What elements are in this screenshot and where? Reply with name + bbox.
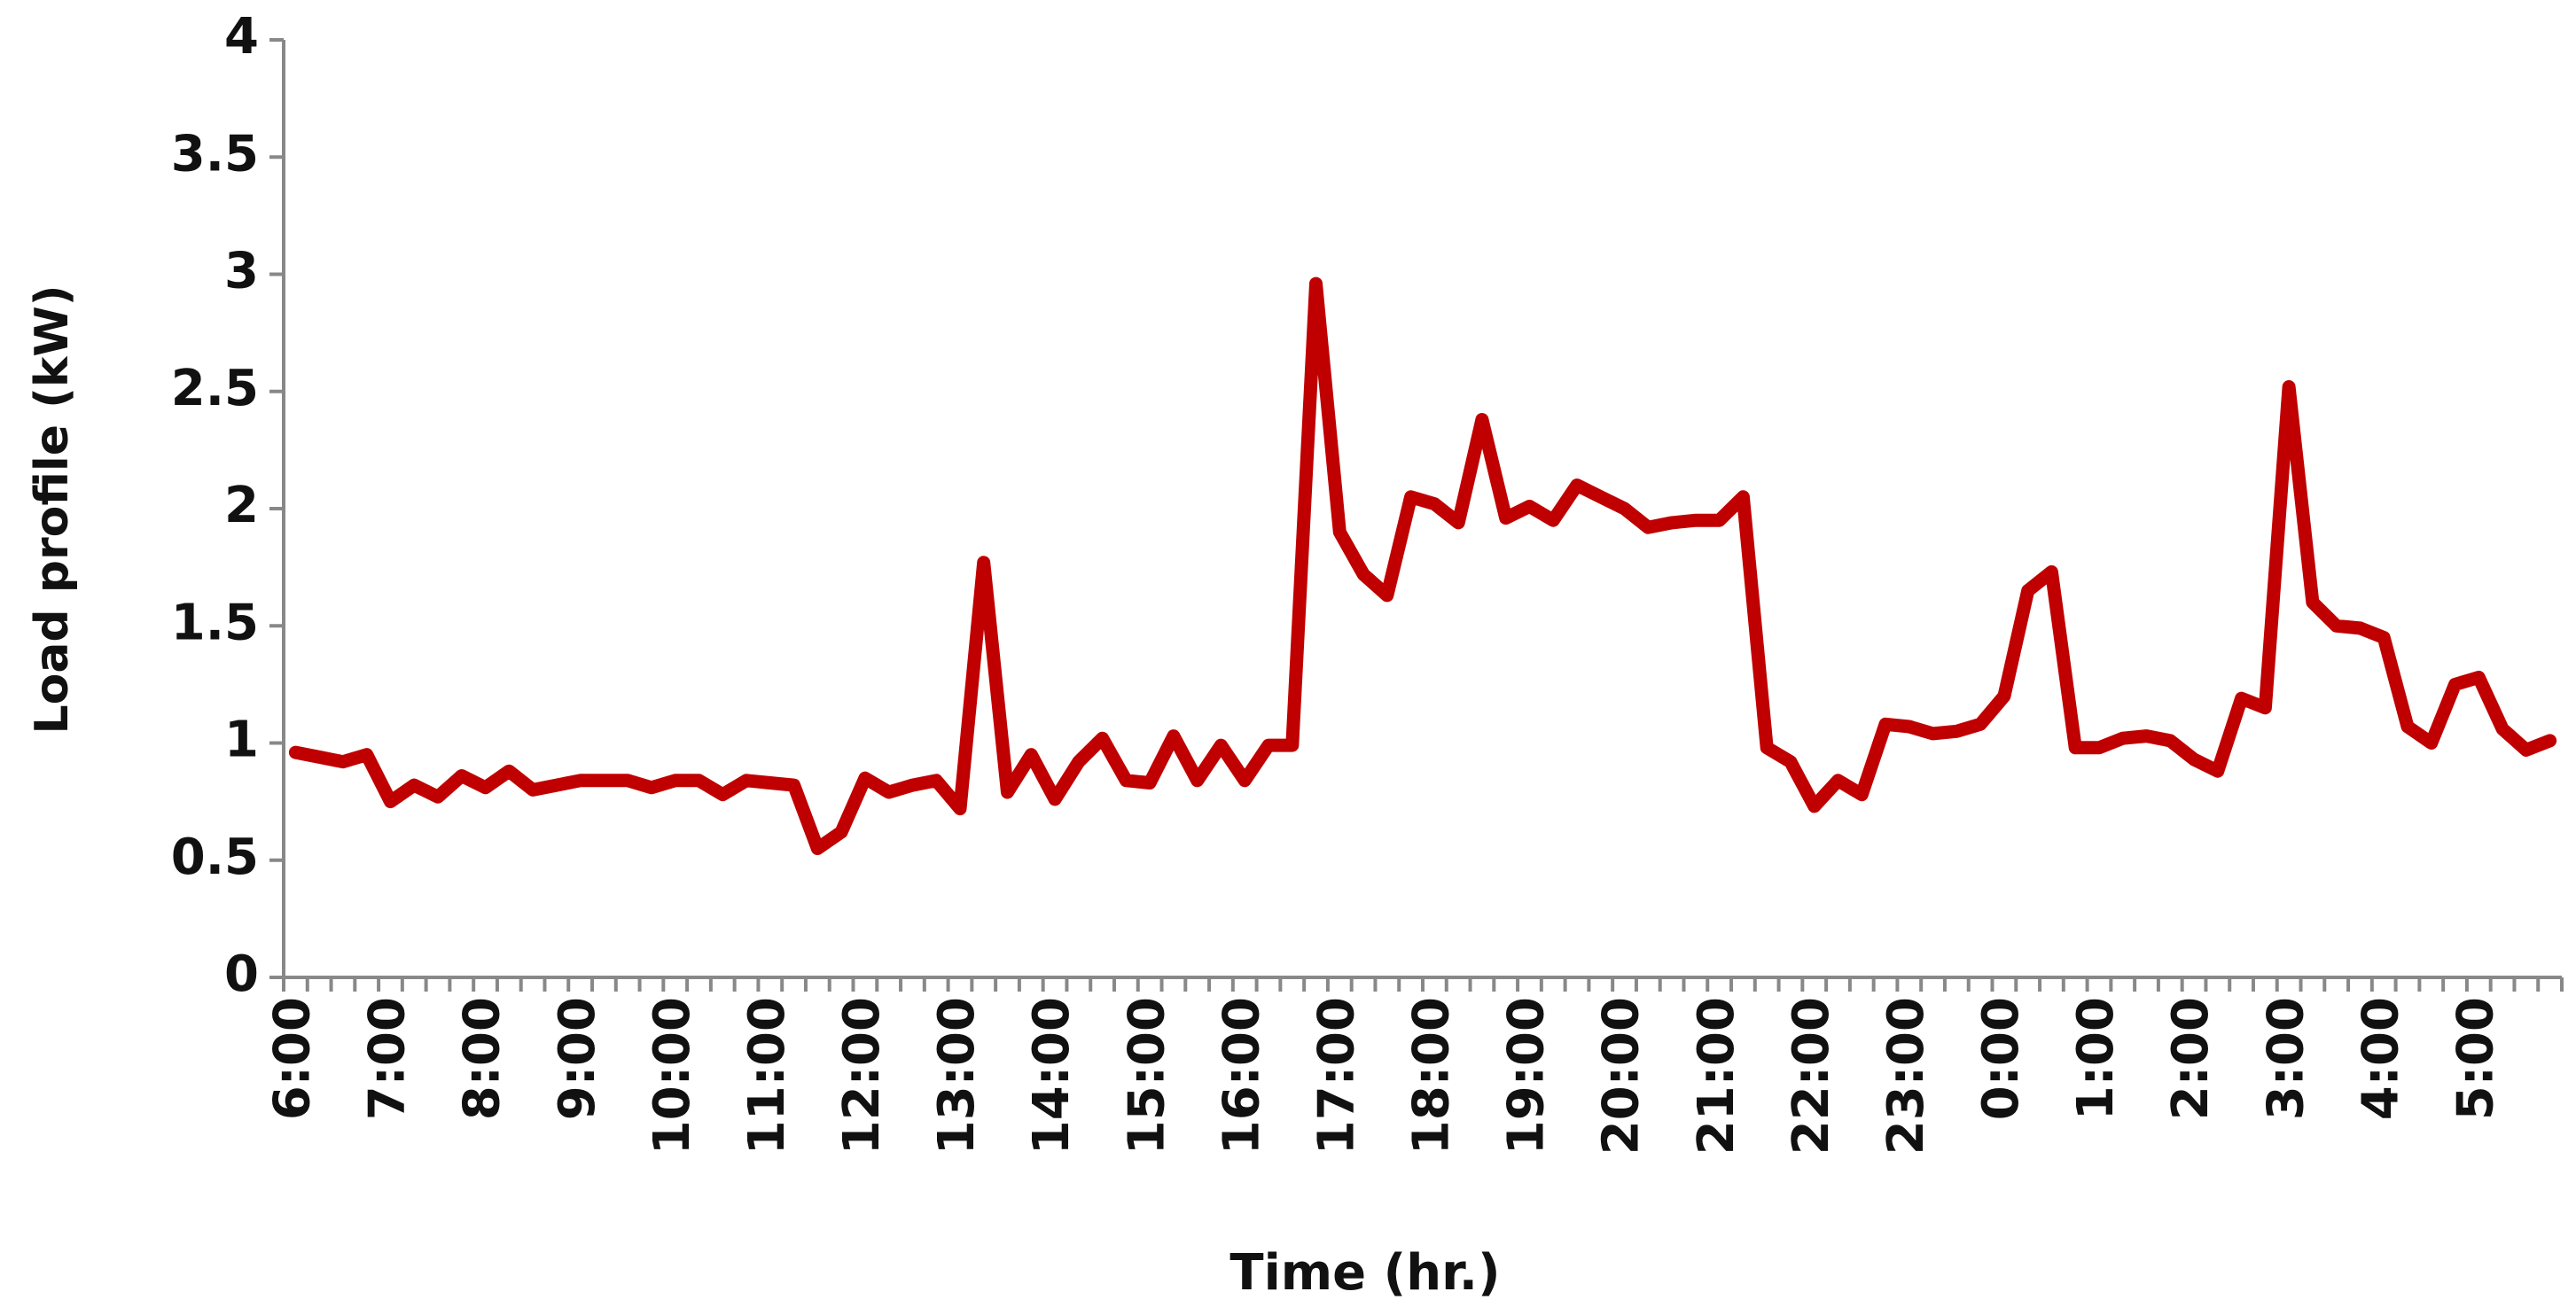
x-tick-label: 8:00 xyxy=(454,997,511,1120)
y-tick-label: 4 xyxy=(224,8,259,66)
x-tick-label: 1:00 xyxy=(2067,997,2125,1120)
y-axis-title: Load profile (kW) xyxy=(26,284,79,734)
y-tick-label: 2 xyxy=(224,477,259,534)
x-tick-label: 18:00 xyxy=(1403,997,1461,1155)
x-tick-label: 3:00 xyxy=(2257,997,2314,1120)
y-tick-label: 3.5 xyxy=(171,125,259,183)
y-tick-label: 2.5 xyxy=(171,360,259,417)
x-tick-label: 12:00 xyxy=(833,997,891,1155)
x-tick-label: 22:00 xyxy=(1783,997,1840,1155)
data-line xyxy=(288,276,2557,855)
x-tick-label: 7:00 xyxy=(359,997,417,1120)
y-tick-label: 1.5 xyxy=(171,594,259,651)
x-tick-label: 14:00 xyxy=(1023,997,1081,1155)
y-tick-label: 0.5 xyxy=(171,829,259,886)
x-tick-label: 4:00 xyxy=(2352,997,2409,1120)
y-tick-label: 1 xyxy=(224,712,259,769)
x-tick-label: 0:00 xyxy=(1972,997,2030,1120)
x-tick-label: 11:00 xyxy=(738,997,796,1155)
x-tick-label: 13:00 xyxy=(928,997,986,1155)
x-tick-label: 23:00 xyxy=(1877,997,1935,1155)
x-tick-label: 15:00 xyxy=(1118,997,1175,1155)
x-tick-label: 17:00 xyxy=(1308,997,1365,1155)
x-tick-label: 6:00 xyxy=(264,997,322,1120)
x-tick-label: 16:00 xyxy=(1213,997,1270,1155)
x-tick-label: 9:00 xyxy=(549,997,606,1120)
y-tick-label: 0 xyxy=(224,945,259,1003)
x-tick-label: 19:00 xyxy=(1498,997,1556,1155)
x-tick-label: 2:00 xyxy=(2162,997,2220,1120)
x-tick-label: 10:00 xyxy=(644,997,701,1155)
y-tick-label: 3 xyxy=(224,243,259,300)
x-axis-title: Time (hr.) xyxy=(1229,1244,1500,1302)
x-tick-label: 5:00 xyxy=(2447,997,2504,1120)
x-tick-label: 20:00 xyxy=(1593,997,1651,1155)
x-tick-label: 21:00 xyxy=(1688,997,1745,1155)
